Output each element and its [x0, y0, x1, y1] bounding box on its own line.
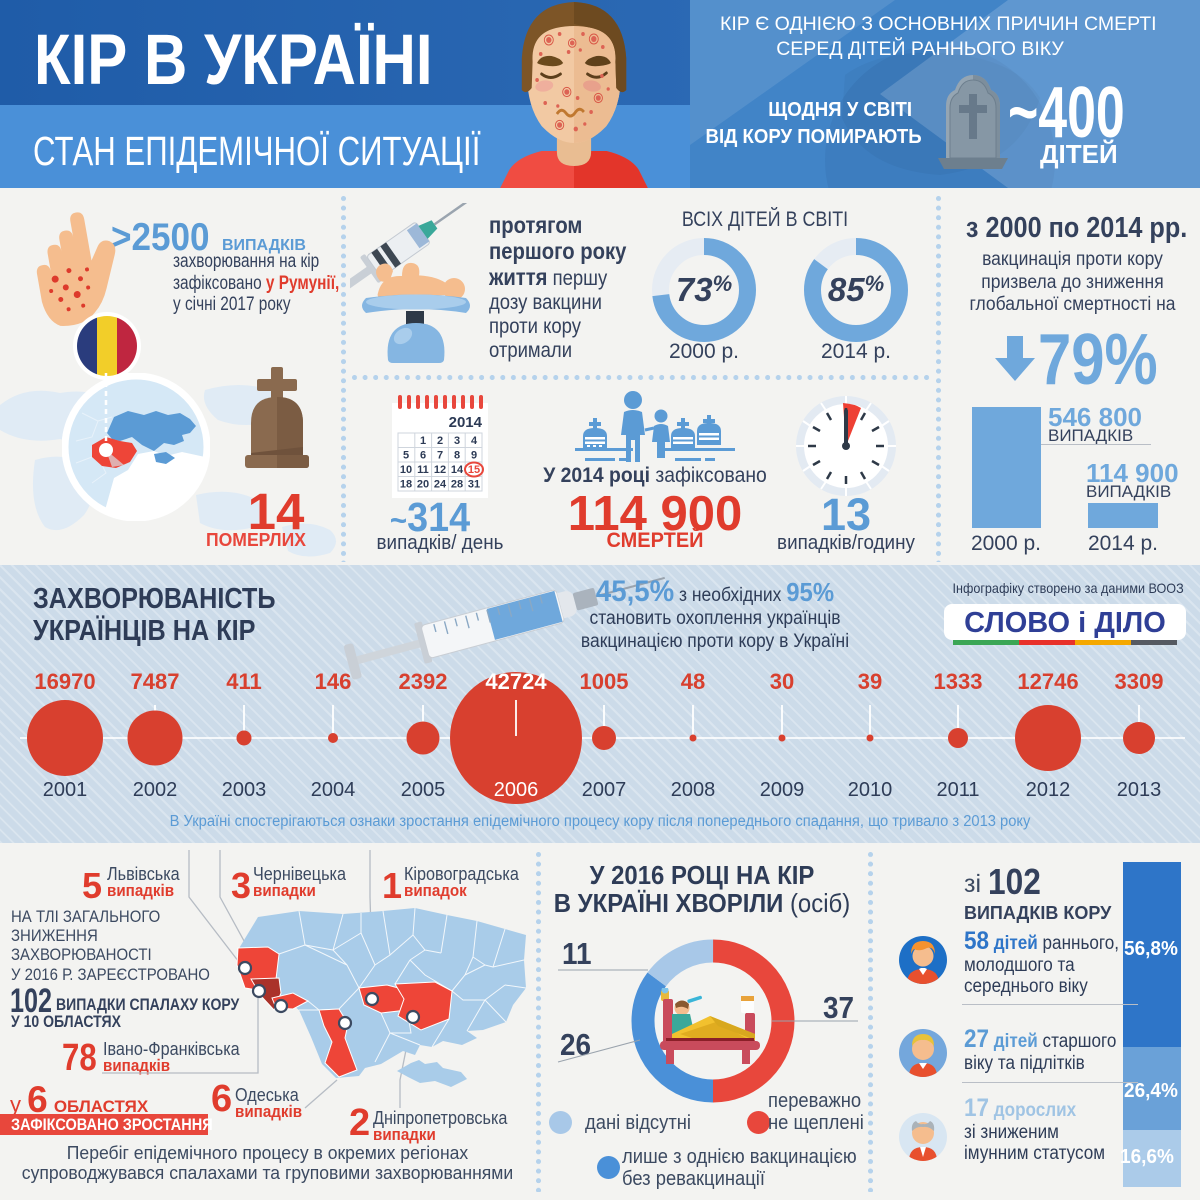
svg-text:6: 6	[420, 450, 426, 462]
svg-text:20: 20	[417, 479, 429, 491]
svg-text:15: 15	[468, 464, 480, 476]
svg-text:24: 24	[434, 479, 447, 491]
svg-text:4: 4	[471, 435, 478, 447]
svg-text:12: 12	[434, 464, 446, 476]
svg-text:2: 2	[437, 435, 443, 447]
svg-text:18: 18	[400, 479, 412, 491]
svg-text:2014: 2014	[449, 414, 483, 431]
svg-text:28: 28	[451, 479, 463, 491]
svg-text:1: 1	[420, 435, 426, 447]
svg-text:10: 10	[400, 464, 412, 476]
svg-text:5: 5	[403, 450, 409, 462]
svg-text:9: 9	[471, 450, 477, 462]
svg-text:8: 8	[454, 450, 460, 462]
svg-text:11: 11	[417, 464, 429, 476]
svg-text:3: 3	[454, 435, 460, 447]
svg-text:7: 7	[437, 450, 443, 462]
svg-text:14: 14	[451, 464, 464, 476]
svg-text:31: 31	[468, 479, 480, 491]
